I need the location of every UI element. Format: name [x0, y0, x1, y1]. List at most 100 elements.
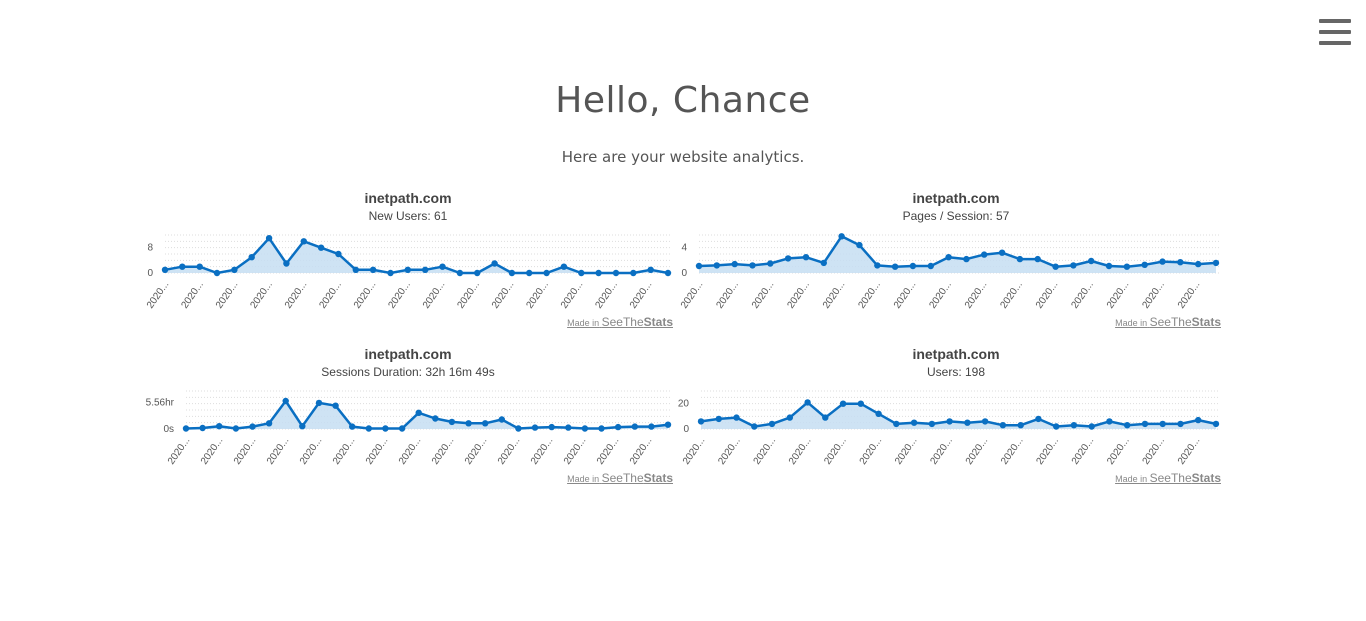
brand-see: SeeThe	[1149, 315, 1192, 329]
made-in-label: Made in	[1115, 474, 1148, 484]
series-area	[165, 238, 668, 273]
data-point	[581, 425, 589, 432]
pages-per-session-chart: inetpath.com Pages / Session: 57 0 4 2020.…	[679, 188, 1221, 338]
x-tick-label: 2020...	[331, 435, 358, 466]
data-point	[839, 400, 847, 407]
data-point	[1070, 422, 1078, 429]
x-tick-label: 2020...	[455, 279, 482, 310]
x-tick-label: 2020...	[821, 279, 848, 310]
data-point	[335, 250, 342, 258]
x-tick-label: 2020...	[524, 279, 551, 310]
data-point	[909, 262, 917, 270]
data-point	[981, 418, 989, 425]
x-tick-label: 2020...	[964, 435, 991, 466]
hamburger-menu-icon[interactable]	[1319, 18, 1351, 46]
data-point	[265, 420, 273, 427]
data-point	[1195, 416, 1202, 424]
data-point	[822, 414, 829, 421]
data-point	[543, 269, 550, 277]
x-tick-label: 2020...	[628, 279, 655, 310]
data-point	[1124, 422, 1131, 429]
made-in-seethestats-link[interactable]: Made in SeeTheStats	[1115, 315, 1221, 329]
data-point	[498, 416, 505, 423]
data-point	[1088, 257, 1095, 265]
x-tick-label: 2020...	[214, 279, 241, 310]
data-point	[963, 255, 970, 263]
data-point	[352, 266, 359, 273]
made-in-seethestats-link[interactable]: Made in SeeTheStats	[1115, 471, 1221, 485]
data-point	[491, 260, 498, 267]
brand-stats: Stats	[643, 471, 673, 485]
data-point	[999, 422, 1007, 429]
data-point	[630, 269, 637, 277]
x-tick-label: 2020...	[1176, 435, 1203, 466]
data-point	[415, 409, 422, 416]
data-point	[1070, 262, 1077, 269]
x-tick-label: 2020...	[998, 279, 1025, 310]
data-point	[595, 269, 602, 277]
data-point	[179, 263, 186, 270]
data-point	[283, 260, 290, 267]
chart-metric-label: Sessions Duration: 32h 16m 49s	[321, 365, 495, 379]
x-tick-label: 2020...	[892, 279, 919, 310]
data-point	[398, 425, 406, 432]
x-tick-label: 2020...	[463, 435, 490, 466]
made-in-seethestats-link[interactable]: Made in SeeTheStats	[567, 471, 673, 485]
y-tick-label: 5.56hr	[146, 398, 175, 409]
x-tick-label: 2020...	[785, 279, 812, 310]
data-point	[981, 251, 988, 258]
chart-plot: 0 8 2020... 2020... 2020... 2020... 2020... 202…	[145, 234, 672, 311]
x-tick-label: 2020...	[787, 435, 814, 466]
data-point	[382, 425, 389, 432]
data-point	[767, 260, 774, 267]
x-tick-label: 2020...	[822, 435, 849, 466]
data-point	[482, 420, 489, 427]
data-point	[282, 397, 289, 405]
made-in-seethestats-link[interactable]: Made in SeeTheStats	[567, 315, 673, 329]
x-tick-label: 2020...	[562, 435, 589, 466]
data-point	[731, 260, 738, 268]
made-in-label: Made in	[1115, 318, 1148, 328]
chart-plot: 0 4 2020... 2020... 2020... 2020... 2020... 202…	[679, 233, 1220, 311]
data-point	[751, 423, 758, 430]
data-point	[647, 266, 654, 273]
x-tick-label: 2020...	[1034, 435, 1061, 466]
data-point	[1106, 418, 1113, 425]
data-point	[369, 266, 377, 273]
brand-name: SeeTheStats	[602, 471, 673, 485]
y-tick-label: 0	[147, 268, 153, 279]
data-point	[565, 424, 572, 431]
data-point	[299, 423, 306, 430]
data-point	[1034, 255, 1041, 263]
chart-site-title: inetpath.com	[364, 190, 452, 206]
data-point	[1053, 423, 1060, 430]
data-point	[560, 263, 568, 270]
data-point	[875, 410, 882, 417]
brand-stats: Stats	[1191, 315, 1221, 329]
data-point	[1088, 423, 1095, 430]
series-area	[701, 402, 1216, 429]
data-point	[439, 263, 446, 270]
x-tick-label: 2020...	[430, 435, 457, 466]
x-tick-label: 2020...	[1070, 435, 1097, 466]
data-point	[1159, 420, 1166, 428]
data-point	[998, 249, 1006, 256]
data-point	[265, 235, 273, 242]
brand-name: SeeTheStats	[1150, 315, 1221, 329]
data-point	[664, 269, 672, 277]
data-point	[404, 266, 411, 273]
x-tick-label: 2020...	[496, 435, 523, 466]
data-point	[664, 421, 672, 428]
data-point	[456, 269, 464, 277]
sessions-duration-chart: inetpath.com Sessions Duration: 32h 16m …	[143, 344, 673, 494]
data-point	[508, 269, 516, 277]
x-tick-label: 2020...	[397, 435, 424, 466]
data-point	[891, 263, 899, 270]
y-tick-label: 8	[147, 243, 153, 254]
x-tick-label: 2020...	[298, 435, 325, 466]
data-point	[697, 418, 705, 425]
data-point	[1177, 420, 1184, 428]
data-point	[749, 262, 756, 269]
data-point	[231, 266, 238, 273]
